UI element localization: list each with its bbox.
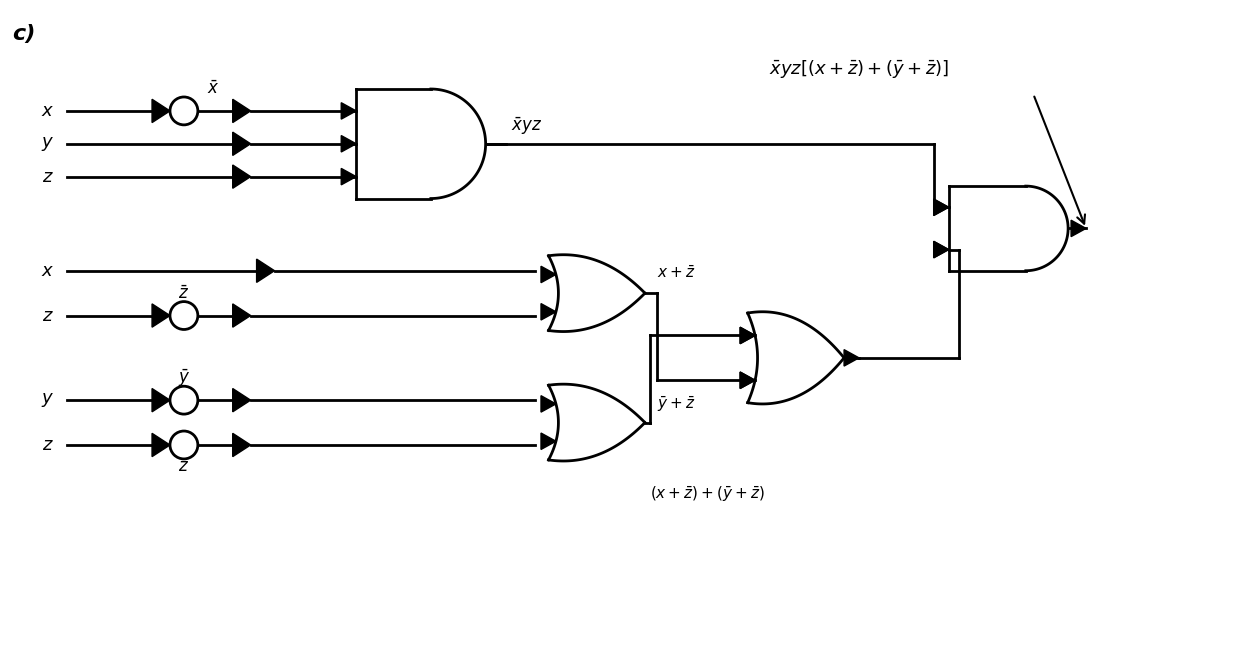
Text: $\bar{x}yz[(x + \bar{z}) + (\bar{y} + \bar{z})]$: $\bar{x}yz[(x + \bar{z}) + (\bar{y} + \b… [770, 58, 950, 80]
Polygon shape [152, 304, 170, 327]
Text: $z$: $z$ [42, 436, 53, 454]
Polygon shape [541, 303, 556, 320]
Polygon shape [233, 99, 250, 122]
Text: $\bar{y}$: $\bar{y}$ [177, 367, 190, 389]
Polygon shape [541, 266, 556, 283]
Circle shape [170, 431, 198, 459]
Text: $(x + \bar{z}) + (\bar{y} + \bar{z})$: $(x + \bar{z}) + (\bar{y} + \bar{z})$ [650, 485, 765, 504]
Polygon shape [152, 434, 170, 457]
Polygon shape [933, 199, 949, 216]
Polygon shape [740, 372, 755, 388]
Text: $\bar{z}$: $\bar{z}$ [179, 458, 190, 476]
Text: $\bar{z}$: $\bar{z}$ [179, 284, 190, 303]
Text: $x$: $x$ [40, 102, 54, 120]
Polygon shape [933, 199, 949, 216]
Text: $\bar{x}$: $\bar{x}$ [206, 80, 219, 98]
Polygon shape [933, 241, 949, 258]
Polygon shape [152, 99, 170, 122]
Polygon shape [541, 433, 556, 450]
Polygon shape [1071, 220, 1086, 237]
Polygon shape [233, 434, 250, 457]
Polygon shape [341, 102, 356, 119]
Polygon shape [233, 304, 250, 327]
Text: $\bar{x}yz$: $\bar{x}yz$ [511, 115, 542, 137]
Polygon shape [233, 389, 250, 412]
Polygon shape [341, 168, 356, 185]
Polygon shape [541, 396, 556, 412]
Polygon shape [740, 372, 755, 388]
Polygon shape [740, 327, 755, 343]
Text: $y$: $y$ [40, 391, 54, 409]
Polygon shape [257, 259, 274, 283]
Polygon shape [152, 389, 170, 412]
Polygon shape [740, 327, 755, 343]
Circle shape [170, 386, 198, 414]
Circle shape [170, 301, 198, 329]
Polygon shape [233, 132, 250, 156]
Polygon shape [933, 241, 949, 258]
Circle shape [170, 97, 198, 125]
Text: $z$: $z$ [42, 168, 53, 185]
Polygon shape [233, 165, 250, 189]
Text: $y$: $y$ [40, 135, 54, 153]
Polygon shape [341, 135, 356, 152]
Text: $x + \bar{z}$: $x + \bar{z}$ [657, 265, 696, 281]
Polygon shape [844, 350, 859, 366]
Text: $z$: $z$ [42, 307, 53, 325]
Text: c): c) [13, 24, 36, 44]
Text: $x$: $x$ [40, 262, 54, 280]
Text: $\bar{y} + \bar{z}$: $\bar{y} + \bar{z}$ [657, 395, 696, 414]
